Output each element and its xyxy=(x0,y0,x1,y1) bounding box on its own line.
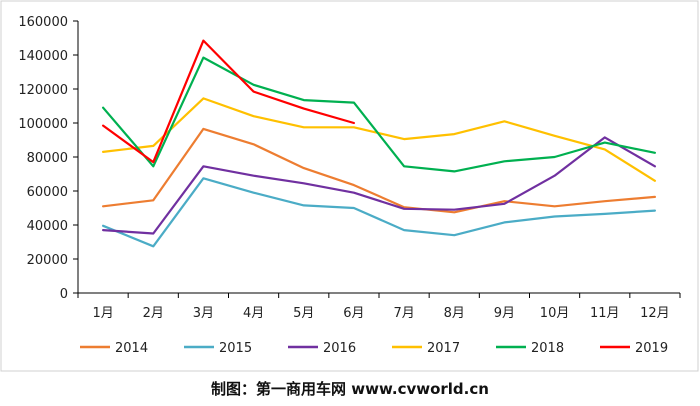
chart-border xyxy=(0,0,699,372)
y-tick-label: 160000 xyxy=(18,15,68,30)
legend: 2014 2015 2016 2017 2018 2019 xyxy=(80,341,668,356)
y-tick-label: 100000 xyxy=(18,117,68,132)
legend-label-2014: 2014 xyxy=(115,341,148,356)
series-layer xyxy=(102,39,656,248)
series-line-2015 xyxy=(102,177,656,248)
x-tick-label: 2月 xyxy=(143,306,164,321)
x-tick-label: 3月 xyxy=(193,306,214,321)
y-tick-label: 80000 xyxy=(27,151,68,166)
x-tick-label: 9月 xyxy=(494,306,515,321)
x-tick-label: 6月 xyxy=(343,306,364,321)
legend-label-2016: 2016 xyxy=(323,341,356,356)
x-tick-label: 12月 xyxy=(640,306,670,321)
x-tick-label: 4月 xyxy=(243,306,264,321)
series-line-2019 xyxy=(102,39,355,164)
axes: 0 20000 40000 60000 80000 100000 120000 140000 1… xyxy=(18,15,681,321)
y-tick-label: 140000 xyxy=(18,49,68,64)
x-tick-label: 5月 xyxy=(293,306,314,321)
y-tick-label: 60000 xyxy=(27,185,68,200)
legend-label-2018: 2018 xyxy=(531,341,564,356)
legend-label-2017: 2017 xyxy=(427,341,460,356)
series-line-2016 xyxy=(102,136,656,235)
chart-credit: 制图：第一商用车网 www.cvworld.cn xyxy=(211,380,489,398)
y-tick-label: 40000 xyxy=(27,219,68,234)
x-tick-label: 8月 xyxy=(444,306,465,321)
y-tick-label: 20000 xyxy=(27,253,68,268)
y-tick-label: 0 xyxy=(60,287,68,302)
x-tick-label: 10月 xyxy=(540,306,570,321)
x-tick-label: 11月 xyxy=(590,306,620,321)
y-tick-label: 120000 xyxy=(18,83,68,98)
series-line-2014 xyxy=(102,127,656,214)
x-tick-label: 1月 xyxy=(92,306,113,321)
x-tick-label: 7月 xyxy=(393,306,414,321)
legend-label-2019: 2019 xyxy=(635,341,668,356)
series-line-2018 xyxy=(102,56,656,173)
legend-label-2015: 2015 xyxy=(219,341,252,356)
